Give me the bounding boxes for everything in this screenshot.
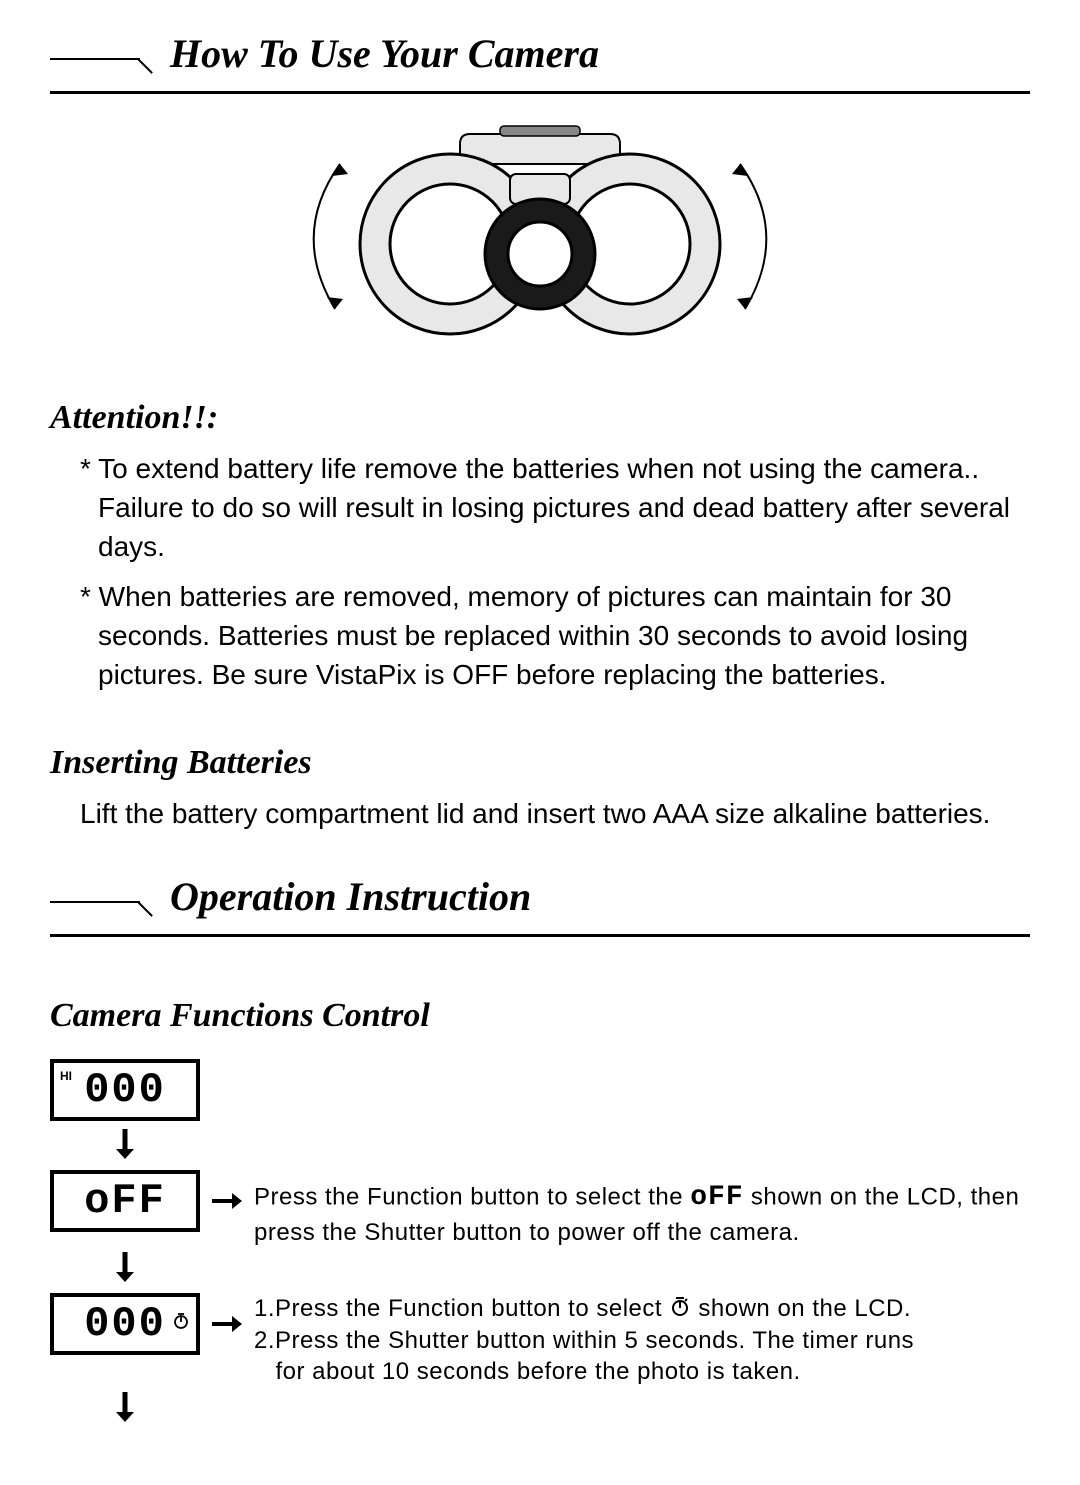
flow-arrow-down-icon-2 xyxy=(50,1252,200,1287)
attention-bullet-1: * To extend battery life remove the batt… xyxy=(80,449,1030,567)
lcd-prefix: HI xyxy=(60,1069,72,1083)
batteries-heading: Inserting Batteries xyxy=(50,744,1030,782)
binocular-icon xyxy=(260,124,820,354)
lcd-flow: HI 000 oFF Press the Function button to … xyxy=(50,1059,1030,1426)
flow-right-arrow-icon-2 xyxy=(212,1313,242,1341)
section1-title: How To Use Your Camera xyxy=(170,30,599,77)
timer-step-1a: 1.Press the Function button to select xyxy=(254,1295,669,1322)
flow-row-2: oFF Press the Function button to select … xyxy=(50,1170,1030,1248)
flow-row-3: 000 1.Press the Function button to selec… xyxy=(50,1293,1030,1388)
flow-arrow-down-icon-3 xyxy=(50,1392,200,1427)
timer-step-text: 1.Press the Function button to select sh… xyxy=(254,1293,1030,1388)
off-step-a: Press the Function button to select the xyxy=(254,1184,690,1211)
timer-step-3: for about 10 seconds before the photo is… xyxy=(254,1358,801,1385)
lcd-display-timer: 000 xyxy=(50,1293,200,1355)
timer-icon xyxy=(172,1312,190,1336)
lcd-display-hi-000: HI 000 xyxy=(50,1059,200,1121)
section2-underline xyxy=(50,934,1030,937)
lcd-value-off: oFF xyxy=(84,1177,166,1225)
timer-step-2: 2.Press the Shutter button within 5 seco… xyxy=(254,1327,914,1354)
section1-title-wrap: How To Use Your Camera xyxy=(50,30,1030,87)
lcd-value-timer: 000 xyxy=(84,1300,166,1348)
section1-underline xyxy=(50,91,1030,94)
attention-bullet-2: * When batteries are removed, memory of … xyxy=(80,577,1030,695)
inline-timer-icon xyxy=(669,1294,691,1325)
section2-title-wrap: Operation Instruction xyxy=(50,873,1030,930)
attention-heading: Attention!!: xyxy=(50,399,1030,437)
flow-right-arrow-icon xyxy=(212,1190,242,1218)
title-rule-left-2 xyxy=(50,901,140,903)
functions-heading: Camera Functions Control xyxy=(50,997,1030,1035)
timer-step-1b: shown on the LCD. xyxy=(698,1295,911,1322)
section2-title: Operation Instruction xyxy=(170,873,531,920)
lcd-value: 000 xyxy=(84,1066,166,1114)
off-step-text: Press the Function button to select the … xyxy=(254,1180,1030,1248)
lcd-display-off: oFF xyxy=(50,1170,200,1232)
inline-off-icon: oFF xyxy=(690,1182,743,1213)
title-rule-left xyxy=(50,58,140,60)
flow-row-1: HI 000 xyxy=(50,1059,1030,1125)
flow-arrow-down-icon xyxy=(50,1129,200,1164)
binocular-diagram xyxy=(50,124,1030,359)
batteries-text: Lift the battery compartment lid and ins… xyxy=(80,794,1030,833)
